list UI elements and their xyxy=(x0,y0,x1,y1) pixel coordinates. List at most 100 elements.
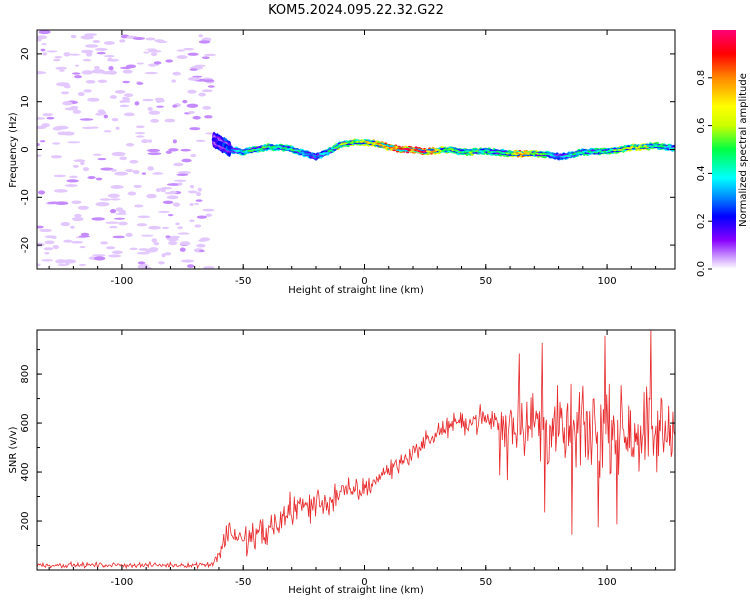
colorbar-tick-label: 0.8 xyxy=(696,70,707,86)
noise-speck xyxy=(135,125,145,129)
noise-speck xyxy=(70,225,75,229)
noise-speck xyxy=(180,148,192,152)
noise-speck xyxy=(91,217,105,221)
noise-speck xyxy=(122,80,130,84)
ridge-cell xyxy=(227,145,232,150)
noise-speck xyxy=(156,105,165,108)
noise-speck xyxy=(79,263,87,267)
noise-speck xyxy=(100,110,107,115)
noise-speck xyxy=(54,125,69,130)
x-tick-label: 100 xyxy=(598,577,617,588)
noise-speck xyxy=(37,71,47,75)
snr-ylabel: SNR (v/v) xyxy=(8,426,19,473)
noise-speck xyxy=(110,185,124,189)
noise-speck xyxy=(37,190,46,195)
noise-speck xyxy=(107,57,113,62)
noise-speck xyxy=(84,44,99,48)
noise-speck xyxy=(62,101,73,106)
noise-speck xyxy=(182,99,188,104)
noise-speck xyxy=(110,198,121,201)
noise-speck xyxy=(42,113,54,117)
x-tick-label: 50 xyxy=(479,276,492,287)
noise-speck xyxy=(187,190,193,193)
noise-speck xyxy=(59,69,65,72)
x-tick-label: -100 xyxy=(111,577,134,588)
noise-speckle-region xyxy=(37,30,217,269)
noise-speck xyxy=(195,199,203,202)
noise-speck xyxy=(147,139,153,143)
noise-speck xyxy=(110,169,118,172)
noise-speck xyxy=(52,142,61,145)
noise-speck xyxy=(63,239,73,243)
ridge-cell xyxy=(432,150,438,153)
noise-speck xyxy=(54,201,69,206)
noise-speck xyxy=(81,70,93,75)
ridge-cell xyxy=(633,145,638,148)
noise-speck xyxy=(67,141,81,144)
ridge-cell xyxy=(517,151,522,154)
y-tick-label: 600 xyxy=(20,414,31,433)
ridge-cell xyxy=(312,154,317,157)
noise-speck xyxy=(183,47,194,51)
noise-speck xyxy=(175,222,180,226)
noise-speck xyxy=(44,252,50,255)
noise-speck xyxy=(77,91,85,97)
noise-speck xyxy=(187,77,200,81)
noise-speck xyxy=(172,202,181,207)
noise-speck xyxy=(64,184,78,187)
noise-speck xyxy=(153,61,162,65)
noise-speck xyxy=(147,152,162,156)
noise-speck xyxy=(177,232,190,235)
noise-speck xyxy=(54,55,63,59)
ridge-cell xyxy=(485,149,490,152)
noise-speck xyxy=(53,174,67,178)
noise-speck xyxy=(134,132,146,135)
noise-speck xyxy=(201,56,210,59)
noise-speck xyxy=(39,228,52,233)
ridge-cell xyxy=(509,151,514,154)
noise-speck xyxy=(189,202,194,206)
ridge-cell xyxy=(514,153,519,156)
colorbar-tick-label: 0.2 xyxy=(696,213,707,229)
noise-speck xyxy=(44,235,57,239)
noise-speck xyxy=(120,66,132,70)
noise-speck xyxy=(38,30,51,35)
noise-speck xyxy=(72,72,81,75)
noise-speck xyxy=(195,139,206,142)
ridge-cell xyxy=(325,151,331,154)
noise-speck xyxy=(55,259,67,264)
noise-speck xyxy=(123,93,134,98)
noise-speck xyxy=(189,184,194,189)
noise-speck xyxy=(80,160,85,166)
noise-speck xyxy=(189,219,195,223)
noise-speck xyxy=(141,172,147,175)
noise-speck xyxy=(82,58,92,62)
noise-speck xyxy=(37,225,44,229)
noise-speck xyxy=(63,52,71,57)
noise-speck xyxy=(41,43,47,46)
noise-speck xyxy=(164,118,176,123)
figure-title: KOM5.2024.095.22.32.G22 xyxy=(268,3,444,18)
noise-speck xyxy=(202,208,215,212)
noise-speck xyxy=(103,41,115,45)
snr-panel: -100 -50 0 50 100 200 400 600 800 Height of str… xyxy=(8,329,676,596)
noise-speck xyxy=(144,71,159,75)
noise-speck xyxy=(94,47,108,51)
noise-speck xyxy=(108,254,122,258)
noise-speck xyxy=(92,153,102,156)
ridge-cell xyxy=(296,150,302,152)
noise-speck xyxy=(196,243,206,248)
noise-speck xyxy=(162,226,170,229)
noise-speck xyxy=(198,92,206,97)
noise-speck xyxy=(187,111,196,114)
noise-speck xyxy=(148,225,161,230)
noise-speck xyxy=(201,89,213,93)
noise-speck xyxy=(44,240,55,245)
noise-speck xyxy=(144,248,158,253)
noise-speck xyxy=(142,266,152,269)
noise-speck xyxy=(66,179,79,183)
colorbar-tick-label: 0.6 xyxy=(696,118,707,134)
x-tick-label: 0 xyxy=(361,577,367,588)
noise-speck xyxy=(93,256,106,261)
noise-speck xyxy=(177,226,183,230)
